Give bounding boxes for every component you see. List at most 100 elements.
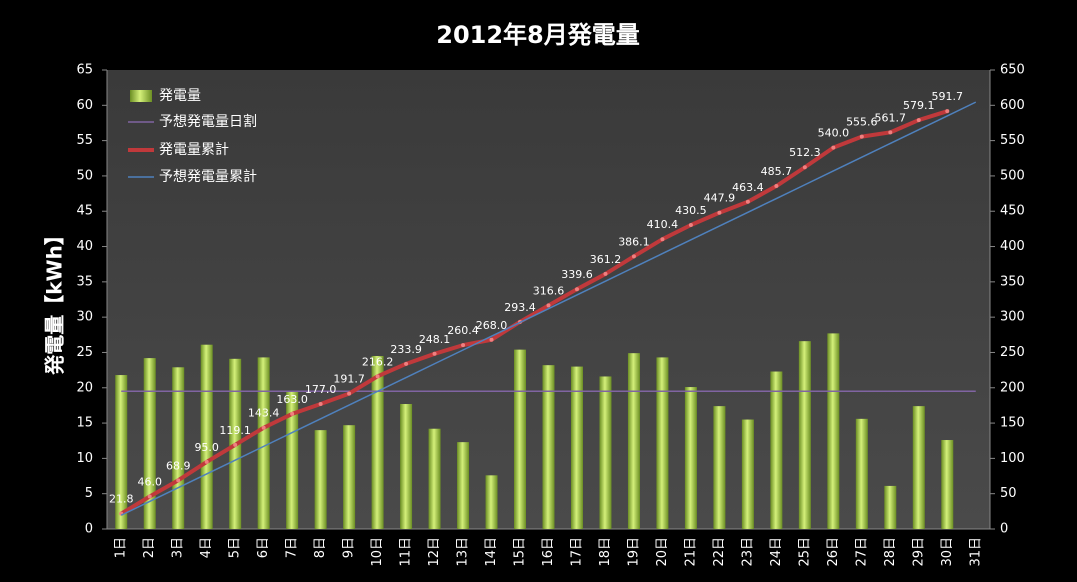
line — [120, 109, 948, 516]
x-tick-label: 15日 — [513, 537, 528, 567]
bar — [941, 440, 954, 529]
y2-tick-label: 200 — [1000, 380, 1025, 395]
data-label: 163.0 — [276, 393, 308, 406]
bar — [684, 387, 697, 529]
bar — [627, 353, 640, 529]
bar — [428, 428, 441, 529]
line-marker — [432, 351, 437, 356]
y-tick-label: 55 — [76, 133, 93, 148]
line-marker — [888, 130, 893, 135]
data-label: 143.4 — [248, 407, 280, 420]
line-marker — [347, 391, 352, 396]
x-tick-label: 16日 — [541, 537, 556, 567]
data-label: 191.7 — [333, 373, 365, 386]
bar — [314, 430, 327, 529]
y-tick-label: 15 — [76, 416, 93, 431]
data-label: 119.1 — [219, 424, 251, 437]
line-marker — [318, 402, 323, 407]
bar — [656, 357, 669, 529]
line-marker — [404, 361, 409, 366]
y2-tick-label: 550 — [1000, 133, 1025, 148]
line-marker — [831, 145, 836, 150]
x-tick-label: 24日 — [769, 537, 784, 567]
bar — [143, 358, 156, 529]
y-tick-label: 30 — [76, 310, 93, 325]
data-label: 95.0 — [194, 441, 219, 454]
data-label: 316.6 — [533, 284, 565, 297]
x-tick-label: 4日 — [199, 537, 214, 558]
line-marker — [261, 425, 266, 430]
x-tick-label: 23日 — [740, 537, 755, 567]
bar — [770, 371, 783, 529]
y-tick-label: 20 — [76, 380, 93, 395]
y2-tick-label: 650 — [1000, 63, 1025, 78]
y2-tick-label: 350 — [1000, 274, 1025, 289]
data-label: 386.1 — [618, 235, 650, 248]
line-marker — [717, 210, 722, 215]
line-marker — [859, 134, 864, 139]
bar — [200, 344, 213, 529]
data-label: 293.4 — [504, 301, 536, 314]
bar — [257, 357, 270, 529]
bar — [400, 404, 413, 529]
data-label: 463.4 — [732, 181, 764, 194]
x-tick-label: 6日 — [256, 537, 271, 558]
y-tick-label: 0 — [85, 522, 93, 537]
data-label: 447.9 — [704, 192, 736, 205]
y-tick-label: 10 — [76, 451, 93, 466]
x-tick-label: 11日 — [399, 537, 414, 567]
data-label: 21.8 — [109, 493, 134, 506]
y2-tick-label: 100 — [1000, 451, 1025, 466]
line — [120, 101, 977, 516]
data-label: 410.4 — [647, 218, 679, 231]
x-tick-label: 22日 — [712, 537, 727, 567]
bar — [599, 376, 612, 529]
y2-tick-label: 50 — [1000, 486, 1017, 501]
chart-title: 2012年8月発電量 — [436, 21, 640, 49]
y2-tick-label: 150 — [1000, 416, 1025, 431]
x-tick-label: 1日 — [114, 537, 129, 558]
bar — [514, 349, 527, 529]
bar — [115, 375, 128, 529]
y-tick-label: 60 — [76, 98, 93, 113]
y-tick-label: 65 — [76, 63, 93, 78]
y-tick-label: 35 — [76, 274, 93, 289]
x-tick-label: 18日 — [598, 537, 613, 567]
line-marker — [745, 199, 750, 204]
y2-tick-label: 0 — [1000, 522, 1008, 537]
data-label: 216.2 — [362, 355, 394, 368]
y-tick-label: 25 — [76, 345, 93, 360]
y2-tick-label: 600 — [1000, 98, 1025, 113]
y-axis-label: 発電量【kWh】 — [43, 225, 67, 376]
line-marker — [660, 237, 665, 242]
legend-label: 予想発電量累計 — [159, 169, 257, 185]
bar — [371, 355, 384, 529]
y2-tick-label: 450 — [1000, 204, 1025, 219]
data-label: 561.7 — [875, 111, 907, 124]
x-tick-label: 28日 — [883, 537, 898, 567]
data-label: 260.4 — [447, 324, 479, 337]
x-tick-label: 14日 — [484, 537, 499, 567]
bar — [741, 419, 754, 529]
bar — [855, 418, 868, 529]
y2-tick-label: 400 — [1000, 239, 1025, 254]
line-marker — [233, 442, 238, 447]
line-marker — [204, 459, 209, 464]
line-marker — [774, 184, 779, 189]
data-label: 68.9 — [166, 459, 191, 472]
data-label: 512.3 — [789, 146, 821, 159]
data-label: 361.2 — [590, 253, 622, 266]
bar — [884, 485, 897, 529]
line-marker — [147, 494, 152, 499]
legend-swatch — [130, 90, 152, 102]
data-label: 177.0 — [305, 383, 337, 396]
y-tick-label: 40 — [76, 239, 93, 254]
x-tick-label: 30日 — [940, 537, 955, 567]
line-marker — [916, 118, 921, 123]
x-tick-label: 31日 — [968, 537, 983, 567]
data-label: 430.5 — [675, 204, 707, 217]
line-marker — [802, 165, 807, 170]
bar — [713, 406, 726, 529]
